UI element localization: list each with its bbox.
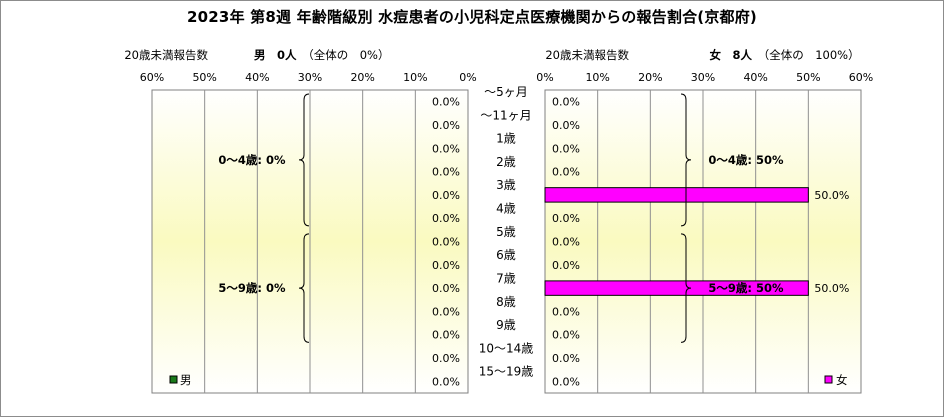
- female-data-label: 0.0%: [552, 212, 580, 225]
- category-label: 4歳: [496, 202, 516, 216]
- male-legend-label: 男: [180, 373, 192, 387]
- female-group-annotation: 5～9歳: 50%: [708, 281, 784, 295]
- male-count: 0人: [276, 48, 297, 62]
- male-data-label: 0.0%: [432, 236, 460, 249]
- category-label: ～5ヶ月: [484, 85, 528, 99]
- male-data-label: 0.0%: [432, 142, 460, 155]
- male-tick-label: 60%: [140, 71, 164, 84]
- category-label: 10～14歳: [479, 341, 534, 355]
- female-data-label: 0.0%: [552, 142, 580, 155]
- female-data-label: 0.0%: [552, 305, 580, 318]
- male-data-label: 0.0%: [432, 119, 460, 132]
- female-data-label: 0.0%: [552, 329, 580, 342]
- male-data-label: 0.0%: [432, 189, 460, 202]
- male-tick-label: 30%: [298, 71, 322, 84]
- female-header: 20歳未満報告数 女 8人 （全体の 100%）: [538, 33, 860, 63]
- male-legend-swatch: [169, 375, 178, 384]
- male-sex-label: 男: [253, 48, 266, 62]
- female-tick-label: 30%: [691, 71, 715, 84]
- male-data-label: 0.0%: [432, 212, 460, 225]
- female-tick-label: 20%: [638, 71, 662, 84]
- male-data-label: 0.0%: [432, 352, 460, 365]
- female-legend-swatch: [824, 375, 833, 384]
- male-tick-label: 40%: [245, 71, 269, 84]
- male-tick-label: 0%: [459, 71, 476, 84]
- male-tick-label: 50%: [192, 71, 216, 84]
- category-label: 3歳: [496, 178, 516, 192]
- female-group-annotation: 0～4歳: 50%: [708, 153, 784, 167]
- category-label: 1歳: [496, 132, 516, 146]
- male-data-label: 0.0%: [432, 96, 460, 109]
- female-under20-label: 20歳未満報告数: [545, 48, 629, 62]
- male-data-label: 0.0%: [432, 166, 460, 179]
- male-tick-label: 20%: [350, 71, 374, 84]
- female-data-label: 0.0%: [552, 96, 580, 109]
- male-data-label: 0.0%: [432, 329, 460, 342]
- male-group-annotation: 0～4歳: 0%: [218, 153, 286, 167]
- category-label: 7歳: [496, 271, 516, 285]
- male-data-label: 0.0%: [432, 375, 460, 388]
- male-tick-label: 10%: [403, 71, 427, 84]
- male-data-label: 0.0%: [432, 282, 460, 295]
- male-data-label: 0.0%: [432, 259, 460, 272]
- category-label: 9歳: [496, 318, 516, 332]
- female-data-label: 0.0%: [552, 259, 580, 272]
- male-under20-label: 20歳未満報告数: [124, 48, 208, 62]
- female-data-label: 0.0%: [552, 119, 580, 132]
- female-data-label: 50.0%: [814, 189, 849, 202]
- chart-title: 2023年 第8週 年齢階級別 水痘患者の小児科定点医療機関からの報告割合(京都…: [187, 8, 757, 26]
- category-label: 2歳: [496, 155, 516, 169]
- female-legend-label: 女: [836, 373, 848, 387]
- male-group-brace: [298, 233, 310, 343]
- female-data-label: 0.0%: [552, 166, 580, 179]
- female-tick-label: 40%: [743, 71, 767, 84]
- male-group-brace: [298, 93, 310, 227]
- female-data-label: 0.0%: [552, 352, 580, 365]
- female-tick-label: 10%: [585, 71, 609, 84]
- female-bar: [544, 187, 809, 203]
- female-data-label: 0.0%: [552, 236, 580, 249]
- female-group-brace: [680, 233, 692, 343]
- female-share: （全体の 100%）: [763, 48, 860, 62]
- female-count: 8人: [732, 48, 752, 62]
- male-header: 20歳未満報告数 男 0人 （全体の 0%）: [117, 33, 389, 63]
- female-tick-label: 0%: [536, 71, 553, 84]
- category-label: 5歳: [496, 225, 516, 239]
- female-tick-label: 50%: [796, 71, 820, 84]
- female-bar: [544, 280, 809, 296]
- female-data-label: 0.0%: [552, 375, 580, 388]
- category-label: ～11ヶ月: [480, 108, 531, 122]
- male-share: （全体の 0%）: [307, 48, 390, 62]
- category-label: 6歳: [496, 248, 516, 262]
- category-label: 8歳: [496, 295, 516, 309]
- male-data-label: 0.0%: [432, 305, 460, 318]
- male-group-annotation: 5～9歳: 0%: [218, 281, 286, 295]
- female-data-label: 50.0%: [814, 282, 849, 295]
- category-label: 15～19歳: [479, 365, 534, 379]
- female-sex-label: 女: [709, 48, 721, 62]
- female-tick-label: 60%: [849, 71, 873, 84]
- female-group-brace: [680, 93, 692, 227]
